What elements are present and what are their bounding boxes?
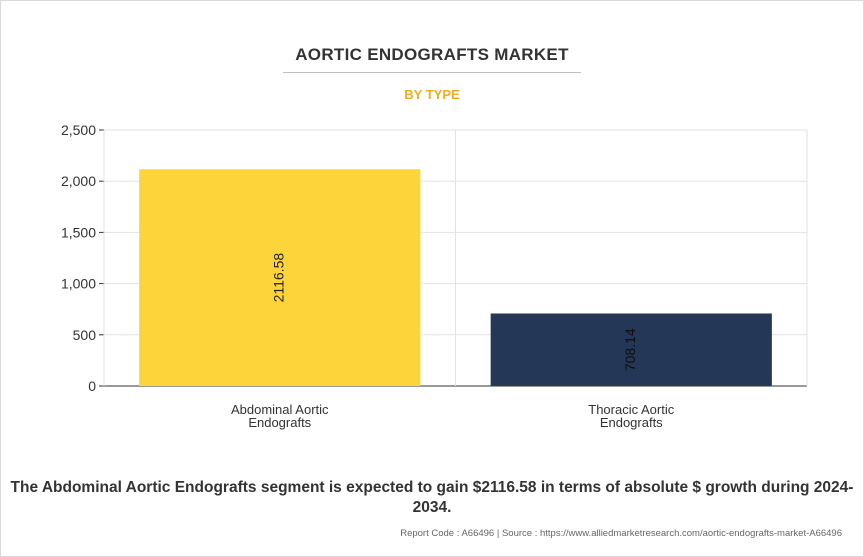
bar [490,313,772,386]
x-category-label: Abdominal Aortic [231,402,329,417]
summary-text: The Abdominal Aortic Endografts segment … [10,479,854,516]
y-tick-label: 1,500 [61,224,96,240]
y-tick-label: 2,000 [61,173,96,189]
x-category-label: Endografts [248,415,311,430]
bar [139,169,421,386]
bar-chart: 0 500 1,000 1,500 2,000 2,500 2116.58 Abdominal… [61,122,808,430]
title-divider [283,72,581,73]
x-category-label: Thoracic Aortic [588,402,674,417]
y-tick-label: 1,000 [61,276,96,292]
x-category-label: Endografts [600,415,663,430]
chart-title: AORTIC ENDOGRAFTS MARKET [295,45,569,64]
chart-subtitle: BY TYPE [404,87,460,102]
y-tick-label: 0 [88,378,96,394]
bar-value-label: 708.14 [622,328,638,371]
bar-value-label: 2116.58 [270,253,286,303]
y-tick-label: 2,500 [61,122,96,138]
y-tick-label: 500 [73,327,97,343]
source-text: Report Code : A66496 | Source : https://… [400,528,842,539]
